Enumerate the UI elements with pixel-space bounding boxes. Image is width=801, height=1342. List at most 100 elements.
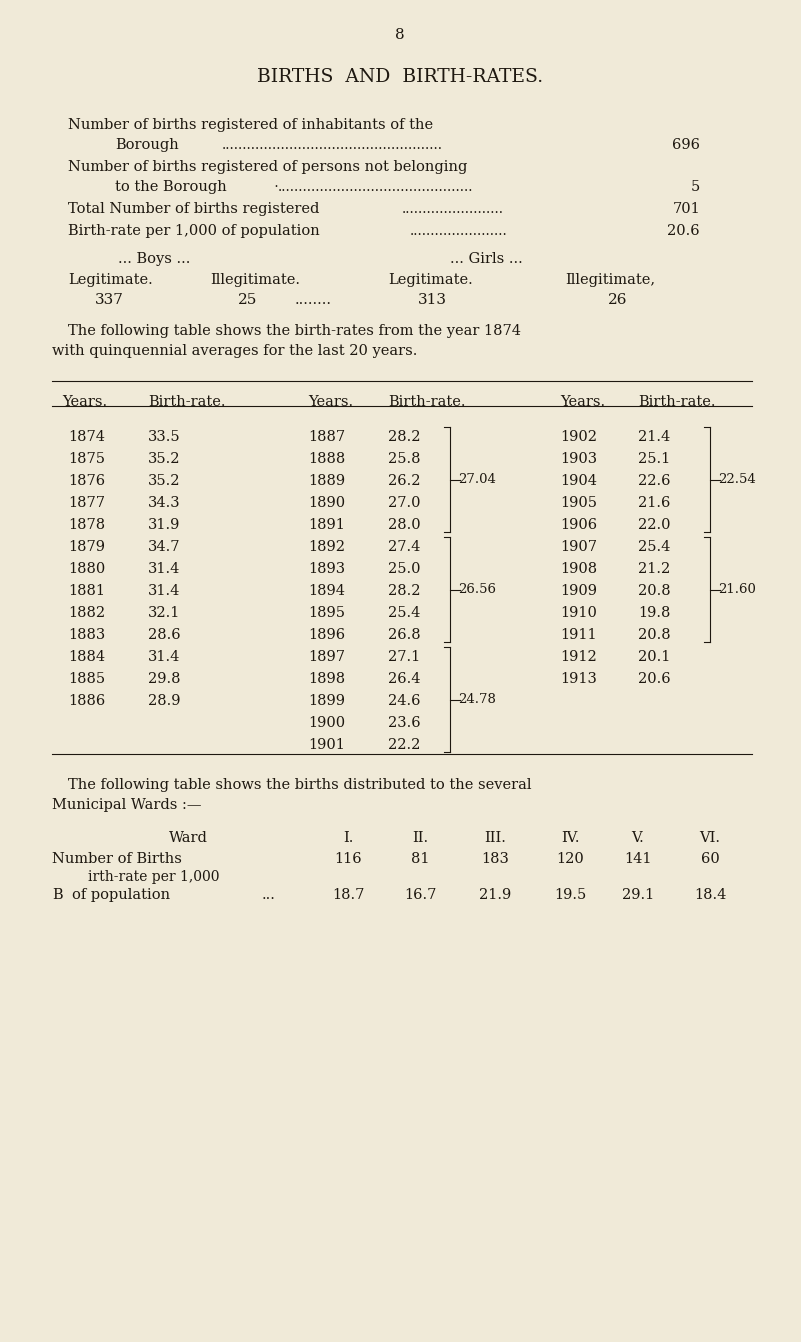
Text: 1874: 1874 xyxy=(68,431,105,444)
Text: 1879: 1879 xyxy=(68,541,105,554)
Text: 29.1: 29.1 xyxy=(622,888,654,902)
Text: 1901: 1901 xyxy=(308,738,345,753)
Text: 313: 313 xyxy=(418,293,447,307)
Text: 1896: 1896 xyxy=(308,628,345,643)
Text: 32.1: 32.1 xyxy=(148,607,180,620)
Text: Total Number of births registered: Total Number of births registered xyxy=(68,201,320,216)
Text: 1906: 1906 xyxy=(560,518,597,533)
Text: 1887: 1887 xyxy=(308,431,345,444)
Text: ....................................................: ........................................… xyxy=(222,138,443,152)
Text: III.: III. xyxy=(484,831,506,845)
Text: Number of births registered of persons not belonging: Number of births registered of persons n… xyxy=(68,160,467,174)
Text: ..............................................: ........................................… xyxy=(278,180,473,193)
Text: 31.4: 31.4 xyxy=(148,562,180,577)
Text: Years.: Years. xyxy=(62,395,107,409)
Text: 22.54: 22.54 xyxy=(718,474,756,486)
Text: 18.7: 18.7 xyxy=(332,888,364,902)
Text: 28.9: 28.9 xyxy=(148,694,180,709)
Text: 1910: 1910 xyxy=(560,607,597,620)
Text: 1875: 1875 xyxy=(68,452,105,467)
Text: 28.6: 28.6 xyxy=(148,628,180,643)
Text: IV.: IV. xyxy=(561,831,579,845)
Text: 1907: 1907 xyxy=(560,541,597,554)
Text: VI.: VI. xyxy=(699,831,721,845)
Text: 16.7: 16.7 xyxy=(404,888,437,902)
Text: BIRTHS  AND  BIRTH-RATES.: BIRTHS AND BIRTH-RATES. xyxy=(257,68,543,86)
Text: ........................: ........................ xyxy=(402,201,504,216)
Text: 26.56: 26.56 xyxy=(458,584,496,596)
Text: 23.6: 23.6 xyxy=(388,717,421,730)
Text: 28.2: 28.2 xyxy=(388,584,421,599)
Text: 27.4: 27.4 xyxy=(388,541,421,554)
Text: 1886: 1886 xyxy=(68,694,105,709)
Text: Illegitimate.: Illegitimate. xyxy=(210,274,300,287)
Text: 1909: 1909 xyxy=(560,584,597,599)
Text: 1895: 1895 xyxy=(308,607,345,620)
Text: Number of births registered of inhabitants of the: Number of births registered of inhabitan… xyxy=(68,118,433,132)
Text: 20.6: 20.6 xyxy=(638,672,670,686)
Text: 22.2: 22.2 xyxy=(388,738,421,753)
Text: I.: I. xyxy=(343,831,353,845)
Text: 26.2: 26.2 xyxy=(388,475,421,488)
Text: 1897: 1897 xyxy=(308,651,345,664)
Text: B: B xyxy=(52,888,62,902)
Text: 29.8: 29.8 xyxy=(148,672,180,686)
Text: 20.6: 20.6 xyxy=(667,224,700,238)
Text: ... Girls ...: ... Girls ... xyxy=(450,252,523,266)
Text: 18.4: 18.4 xyxy=(694,888,727,902)
Text: 26.8: 26.8 xyxy=(388,628,421,643)
Text: 1898: 1898 xyxy=(308,672,345,686)
Text: Illegitimate,: Illegitimate, xyxy=(565,274,655,287)
Text: 1884: 1884 xyxy=(68,651,105,664)
Text: 5: 5 xyxy=(690,180,700,193)
Text: 1890: 1890 xyxy=(308,497,345,510)
Text: 22.6: 22.6 xyxy=(638,475,670,488)
Text: 21.4: 21.4 xyxy=(638,431,670,444)
Text: Legitimate.: Legitimate. xyxy=(388,274,473,287)
Text: 1878: 1878 xyxy=(68,518,105,533)
Text: 21.60: 21.60 xyxy=(718,584,756,596)
Text: 34.3: 34.3 xyxy=(148,497,180,510)
Text: Municipal Wards :—: Municipal Wards :— xyxy=(52,797,202,812)
Text: 26.4: 26.4 xyxy=(388,672,421,686)
Text: 1888: 1888 xyxy=(308,452,345,467)
Text: 22.0: 22.0 xyxy=(638,518,670,533)
Text: 1876: 1876 xyxy=(68,475,105,488)
Text: 27.1: 27.1 xyxy=(388,651,421,664)
Text: 8: 8 xyxy=(395,28,405,42)
Text: 33.5: 33.5 xyxy=(148,431,180,444)
Text: 25.1: 25.1 xyxy=(638,452,670,467)
Text: 1892: 1892 xyxy=(308,541,345,554)
Text: irth-rate per 1,000: irth-rate per 1,000 xyxy=(88,871,219,884)
Text: ........: ........ xyxy=(295,293,332,307)
Text: to the Borough: to the Borough xyxy=(115,180,227,193)
Text: 696: 696 xyxy=(672,138,700,152)
Text: 1899: 1899 xyxy=(308,694,345,709)
Text: 25.4: 25.4 xyxy=(388,607,421,620)
Text: 1891: 1891 xyxy=(308,518,345,533)
Text: 31.9: 31.9 xyxy=(148,518,180,533)
Text: 25.4: 25.4 xyxy=(638,541,670,554)
Text: 1894: 1894 xyxy=(308,584,345,599)
Text: 1877: 1877 xyxy=(68,497,105,510)
Text: ...: ... xyxy=(262,888,276,902)
Text: Years.: Years. xyxy=(308,395,353,409)
Text: 1902: 1902 xyxy=(560,431,597,444)
Text: 1913: 1913 xyxy=(560,672,597,686)
Text: 120: 120 xyxy=(556,852,584,866)
Text: The following table shows the birth-rates from the year 1874: The following table shows the birth-rate… xyxy=(68,323,521,338)
Text: 21.2: 21.2 xyxy=(638,562,670,577)
Text: 337: 337 xyxy=(95,293,124,307)
Text: Borough: Borough xyxy=(115,138,179,152)
Text: 35.2: 35.2 xyxy=(148,452,180,467)
Text: 31.4: 31.4 xyxy=(148,651,180,664)
Text: 60: 60 xyxy=(701,852,719,866)
Text: Birth-rate.: Birth-rate. xyxy=(638,395,715,409)
Text: 81: 81 xyxy=(411,852,429,866)
Text: 1885: 1885 xyxy=(68,672,105,686)
Text: Birth-rate.: Birth-rate. xyxy=(148,395,226,409)
Text: 20.8: 20.8 xyxy=(638,584,670,599)
Text: 28.0: 28.0 xyxy=(388,518,421,533)
Text: 701: 701 xyxy=(672,201,700,216)
Text: Number of Births: Number of Births xyxy=(52,852,182,866)
